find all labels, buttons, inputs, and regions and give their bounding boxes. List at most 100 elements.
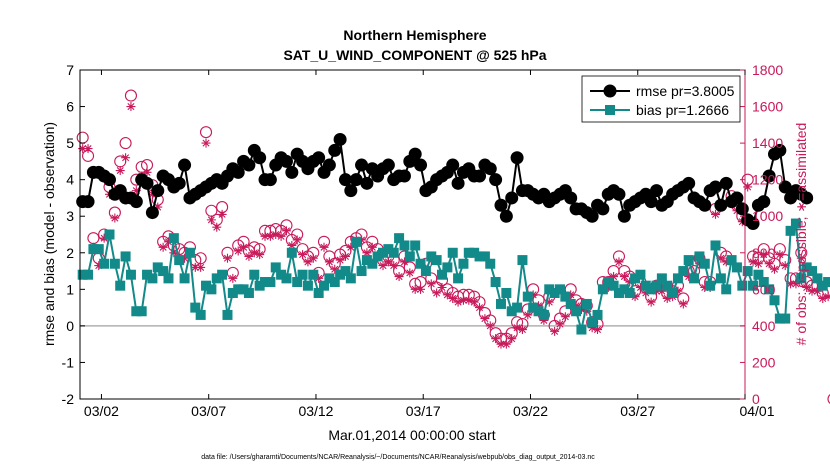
- assimilated-obs-marker: [657, 286, 667, 296]
- assimilated-obs-marker: [249, 248, 259, 258]
- bias-point: [211, 273, 222, 284]
- assimilated-obs-marker: [394, 272, 404, 282]
- bias-point: [319, 280, 330, 291]
- bias-point: [474, 251, 485, 262]
- assimilated-obs-marker: [609, 272, 619, 282]
- rmse-point: [231, 165, 245, 179]
- assimilated-obs-marker: [255, 250, 265, 260]
- assimilated-obs-marker: [239, 242, 249, 252]
- assimilated-obs-marker: [571, 301, 581, 311]
- rmse-point: [344, 184, 358, 198]
- rmse-point: [253, 151, 267, 165]
- bias-point: [367, 258, 378, 269]
- rmse-point: [773, 143, 787, 157]
- assimilated-obs-marker: [678, 299, 688, 309]
- assimilated-obs-marker: [110, 213, 120, 223]
- assimilated-obs-marker: [485, 321, 495, 331]
- assimilated-obs-marker: [292, 235, 302, 245]
- assimilated-obs-marker: [319, 242, 329, 252]
- bias-point: [769, 295, 780, 306]
- bias-point: [565, 298, 576, 309]
- data-file-footnote: data file: /Users/gharamti/Documents/NCA…: [201, 454, 595, 461]
- assimilated-obs-marker: [324, 257, 334, 267]
- bias-point: [495, 298, 506, 309]
- rmse-point: [714, 198, 728, 212]
- y-tick-left-label: 1: [66, 281, 74, 297]
- assimilated-obs-marker: [480, 314, 490, 324]
- assimilated-obs-marker: [335, 255, 345, 265]
- assimilated-obs-marker: [158, 242, 168, 252]
- chart-title: Northern Hemisphere: [343, 27, 486, 43]
- bias-point: [265, 277, 276, 288]
- bias-point: [538, 309, 549, 320]
- bias-point: [131, 306, 142, 317]
- assimilated-obs-marker: [244, 251, 254, 261]
- assimilated-obs-marker: [131, 186, 141, 196]
- bias-point: [302, 280, 313, 291]
- x-tick-label: 03/12: [298, 403, 333, 419]
- rmse-point: [585, 209, 599, 223]
- rmse-point: [333, 132, 347, 146]
- rmse-point: [312, 151, 326, 165]
- bias-point: [485, 258, 496, 269]
- assimilated-obs-marker: [271, 230, 281, 239]
- rmse-point: [285, 165, 299, 179]
- rmse-point: [172, 176, 186, 190]
- legend: rmse pr=3.8005 bias pr=1.2666: [581, 75, 741, 123]
- assimilated-obs-marker: [512, 323, 522, 333]
- bias-point: [453, 273, 464, 284]
- rmse-point: [451, 176, 465, 190]
- bias-point: [764, 284, 775, 295]
- bias-point: [351, 236, 362, 247]
- assimilated-obs-marker: [94, 261, 104, 271]
- assimilated-obs-marker: [641, 288, 651, 298]
- rmse-point: [360, 176, 374, 190]
- bias-point: [399, 240, 410, 251]
- rmse-point: [735, 202, 749, 216]
- bias-point: [737, 280, 748, 291]
- assimilated-obs-marker: [153, 202, 163, 212]
- bias-point: [410, 240, 421, 251]
- assimilated-obs-marker: [346, 242, 356, 252]
- bias-point: [115, 280, 126, 291]
- bias-point: [184, 247, 195, 258]
- bias-point: [549, 287, 560, 298]
- assimilated-obs-marker: [362, 248, 372, 258]
- rmse-point: [483, 162, 497, 176]
- bias-point: [195, 309, 206, 320]
- bias-point: [597, 284, 608, 295]
- bias-point: [270, 262, 281, 273]
- assimilated-obs-marker: [802, 283, 812, 293]
- rmse-point: [178, 158, 192, 172]
- bias-point: [742, 266, 753, 277]
- bias-point: [324, 273, 335, 284]
- assimilated-obs-marker: [491, 334, 501, 344]
- x-tick-label: 03/17: [406, 403, 441, 419]
- bias-point: [726, 255, 737, 266]
- assimilated-obs-marker: [582, 306, 592, 316]
- assimilated-obs-marker: [281, 226, 291, 236]
- assimilated-obs-marker: [534, 301, 544, 311]
- rmse-point: [263, 173, 277, 187]
- rmse-point: [499, 209, 513, 223]
- rmse-point: [564, 191, 578, 205]
- bias-point: [790, 218, 801, 229]
- bias-point: [109, 258, 120, 269]
- bias-point: [694, 251, 705, 262]
- bias-point: [785, 225, 796, 236]
- y-tick-left-label: 4: [66, 172, 74, 188]
- bias-point: [125, 269, 136, 280]
- bias-point: [731, 262, 742, 273]
- y-tick-left-label: -2: [62, 391, 75, 407]
- assimilated-obs-marker: [721, 257, 731, 267]
- bias-point: [571, 306, 582, 317]
- bias-point: [512, 302, 523, 313]
- assimilated-obs-marker: [517, 325, 527, 335]
- bias-point: [748, 280, 759, 291]
- assimilated-obs-marker: [496, 339, 506, 349]
- y-tick-left-label: 0: [66, 318, 74, 334]
- assimilated-obs-marker: [115, 166, 125, 176]
- bias-point: [699, 258, 710, 269]
- rmse-point: [757, 195, 771, 209]
- rmse-point: [612, 187, 626, 201]
